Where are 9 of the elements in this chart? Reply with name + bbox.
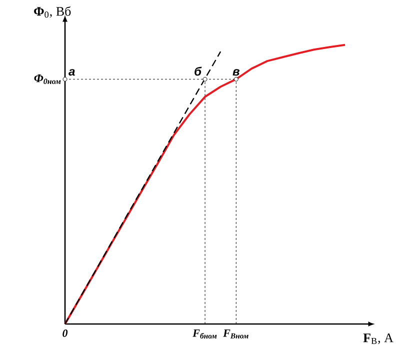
- x-tick-label: F$_{бном}$: [192, 330, 217, 339]
- annotation: а: [68, 69, 75, 76]
- ref-line-label: Φ$_{0ном}$: [34, 74, 61, 84]
- x-tick-label: F$_{Вном}$: [223, 330, 248, 338]
- x-tick-label: 0: [62, 330, 68, 337]
- y-axis-title: Φ$_{0}$, Вб: [34, 6, 71, 18]
- x-axis-title: F$_{В}$, А: [363, 334, 394, 344]
- annotation: б: [194, 66, 202, 76]
- annotation: в: [232, 69, 240, 76]
